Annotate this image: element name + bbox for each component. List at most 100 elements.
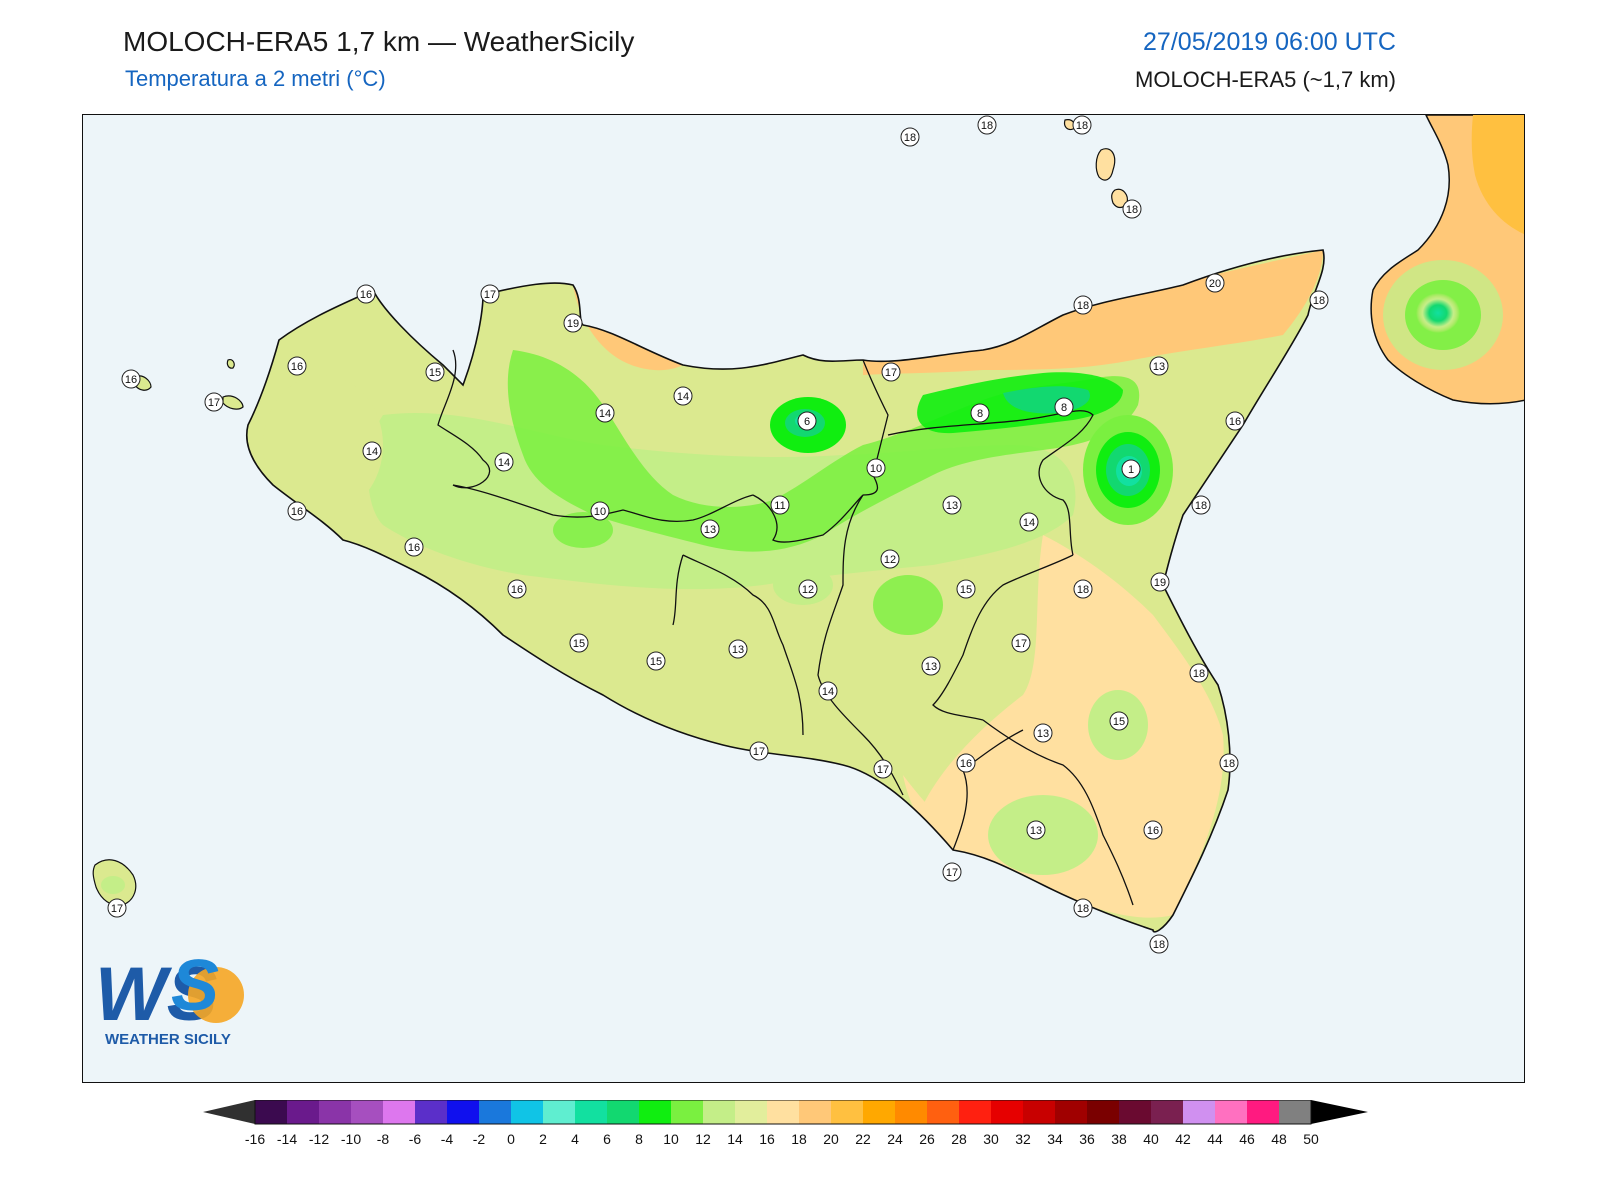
- station-marker: 17: [204, 392, 224, 412]
- station-value: 18: [1193, 668, 1205, 680]
- station-value: 18: [904, 132, 916, 144]
- station-value: 11: [774, 500, 785, 512]
- station-marker: 17: [1011, 633, 1031, 653]
- station-value: 13: [925, 661, 937, 673]
- station-value: 12: [802, 584, 814, 596]
- colorbar-tick-label: 36: [1079, 1131, 1095, 1147]
- station-marker: 11: [770, 495, 790, 515]
- colorbar-cell: [1055, 1100, 1088, 1124]
- map-panel[interactable]: 18 18 18 18 16 17 19 16 15 16 17 14 14 14 6 17 8 8 20 18 18 1…: [82, 114, 1525, 1083]
- station-value: 17: [946, 867, 958, 879]
- colorbar-cell: [447, 1100, 480, 1124]
- station-value: 13: [946, 500, 958, 512]
- station-value: 6: [804, 416, 810, 428]
- station-value: 16: [360, 289, 372, 301]
- colorbar-cell: [351, 1100, 384, 1124]
- colorbar-tick-label: 28: [951, 1131, 967, 1147]
- station-marker: 13: [1033, 723, 1053, 743]
- colorbar-cell: [543, 1100, 576, 1124]
- station-value: 16: [511, 584, 523, 596]
- station-marker: 16: [287, 356, 307, 376]
- station-marker: 16: [356, 284, 376, 304]
- colorbar-low-arrow: [203, 1100, 255, 1124]
- station-markers: 18 18 18 18 16 17 19 16 15 16 17 14 14 14 6 17 8 8 20 18 18 1…: [107, 115, 1329, 954]
- station-value: 17: [1015, 638, 1027, 650]
- station-marker: 13: [921, 656, 941, 676]
- station-marker: 17: [942, 862, 962, 882]
- station-value: 18: [1313, 295, 1325, 307]
- station-marker: 17: [881, 362, 901, 382]
- station-value: 18: [981, 120, 993, 132]
- station-value: 18: [1126, 204, 1138, 216]
- province-borders: [437, 349, 1134, 906]
- station-marker: 15: [956, 579, 976, 599]
- station-marker: 16: [121, 369, 141, 389]
- colorbar-tick-label: -16: [245, 1131, 265, 1147]
- colorbar-cell: [1247, 1100, 1280, 1124]
- station-marker: 20: [1205, 273, 1225, 293]
- colorbar-tick-label: -12: [309, 1131, 329, 1147]
- colorbar-cell: [1279, 1100, 1312, 1124]
- station-marker: 15: [425, 362, 445, 382]
- station-value: 14: [1023, 517, 1035, 529]
- station-marker: 19: [563, 313, 583, 333]
- station-value: 14: [366, 446, 378, 458]
- station-marker: 17: [107, 898, 127, 918]
- colorbar-tick-label: 42: [1175, 1131, 1191, 1147]
- station-value: 18: [1077, 300, 1089, 312]
- colorbar-tick-label: 50: [1303, 1131, 1319, 1147]
- station-marker: 18: [1149, 934, 1169, 954]
- colorbar-cell: [927, 1100, 960, 1124]
- station-marker: 15: [1109, 711, 1129, 731]
- station-value: 18: [1153, 939, 1165, 951]
- station-marker: 1: [1121, 459, 1141, 479]
- colorbar-tick-label: 2: [539, 1131, 547, 1147]
- colorbar-tick-label: -4: [441, 1131, 454, 1147]
- colorbar-cell: [959, 1100, 992, 1124]
- colorbar-cell: [895, 1100, 928, 1124]
- station-value: 17: [885, 367, 897, 379]
- colorbar-tick-label: 0: [507, 1131, 515, 1147]
- colorbar-cell: [319, 1100, 352, 1124]
- station-marker: 8: [1054, 397, 1074, 417]
- colorbar-tick-label: 24: [887, 1131, 903, 1147]
- station-marker: 18: [1073, 898, 1093, 918]
- colorbar-cell: [383, 1100, 416, 1124]
- colorbar-cell: [767, 1100, 800, 1124]
- station-marker: 14: [673, 386, 693, 406]
- colorbar-tick-label: 20: [823, 1131, 839, 1147]
- station-value: 19: [1154, 577, 1166, 589]
- station-value: 12: [884, 554, 896, 566]
- station-marker: 8: [970, 403, 990, 423]
- forecast-datetime: 27/05/2019 06:00 UTC: [1143, 28, 1396, 56]
- colorbar-cell: [671, 1100, 704, 1124]
- station-value: 17: [208, 397, 220, 409]
- colorbar-tick-label: 48: [1271, 1131, 1287, 1147]
- station-marker: 18: [1073, 295, 1093, 315]
- station-marker: 19: [1150, 572, 1170, 592]
- map-subtitle: Temperatura a 2 metri (°C): [125, 66, 386, 91]
- station-value: 16: [291, 506, 303, 518]
- station-marker: 13: [1149, 356, 1169, 376]
- station-value: 17: [877, 764, 889, 776]
- station-marker: 16: [404, 537, 424, 557]
- colorbar-tick-label: -14: [277, 1131, 297, 1147]
- station-value: 8: [1061, 402, 1067, 414]
- station-value: 15: [650, 656, 662, 668]
- colorbar-cell: [735, 1100, 768, 1124]
- colorbar-cell: [703, 1100, 736, 1124]
- colorbar-cell: [863, 1100, 896, 1124]
- station-value: 15: [960, 584, 972, 596]
- colorbar-cell: [799, 1100, 832, 1124]
- station-value: 14: [677, 391, 689, 403]
- station-marker: 14: [362, 441, 382, 461]
- station-value: 18: [1223, 758, 1235, 770]
- station-marker: 13: [728, 639, 748, 659]
- station-value: 10: [594, 506, 606, 518]
- sicily-temperature-map[interactable]: 18 18 18 18 16 17 19 16 15 16 17 14 14 14 6 17 8 8 20 18 18 1…: [83, 115, 1525, 1083]
- station-marker: 13: [942, 495, 962, 515]
- station-marker: 16: [287, 501, 307, 521]
- station-marker: 12: [798, 579, 818, 599]
- station-value: 13: [704, 524, 716, 536]
- station-marker: 10: [866, 458, 886, 478]
